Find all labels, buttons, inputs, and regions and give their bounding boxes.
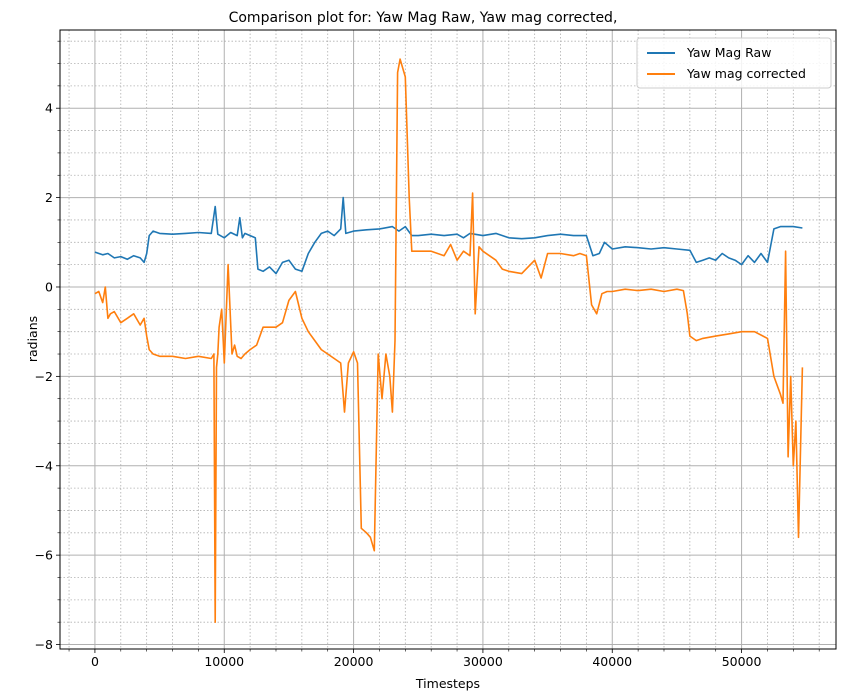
x-tick-label: 20000: [334, 654, 374, 669]
y-axis-ticks: −8 −6 −4 −2 0 2 4: [35, 40, 60, 652]
y-tick-label: 4: [45, 101, 53, 116]
axes-frame: [59, 29, 837, 650]
x-tick-label: 0: [91, 654, 99, 669]
major-grid: [60, 30, 836, 649]
x-axis-ticks: 0 10000 20000 30000 40000 50000: [68, 649, 820, 669]
x-tick-label: 40000: [592, 654, 632, 669]
y-tick-label: −6: [35, 548, 53, 563]
y-tick-label: −8: [35, 637, 53, 652]
series-lines: [94, 58, 804, 624]
series-line-yaw-mag-corrected: [94, 58, 804, 624]
legend-label-yaw-mag-corrected: Yaw mag corrected: [686, 66, 806, 81]
x-tick-label: 30000: [463, 654, 503, 669]
chart-title: Comparison plot for: Yaw Mag Raw, Yaw ma…: [229, 10, 618, 26]
y-tick-label: −2: [35, 369, 53, 384]
plot-area: [60, 30, 836, 649]
series-line-yaw-mag-raw: [94, 196, 803, 275]
y-tick-label: 0: [45, 279, 53, 294]
minor-grid: [60, 30, 836, 649]
x-tick-label: 50000: [722, 654, 762, 669]
legend: Yaw Mag Raw Yaw mag corrected: [636, 37, 832, 89]
y-axis-label: radians: [25, 316, 40, 362]
y-tick-label: 2: [45, 190, 53, 205]
y-tick-label: −4: [35, 458, 53, 473]
x-axis-label: Timesteps: [415, 676, 480, 691]
legend-box: [636, 37, 832, 89]
x-tick-label: 10000: [204, 654, 244, 669]
legend-label-yaw-mag-raw: Yaw Mag Raw: [686, 45, 771, 60]
